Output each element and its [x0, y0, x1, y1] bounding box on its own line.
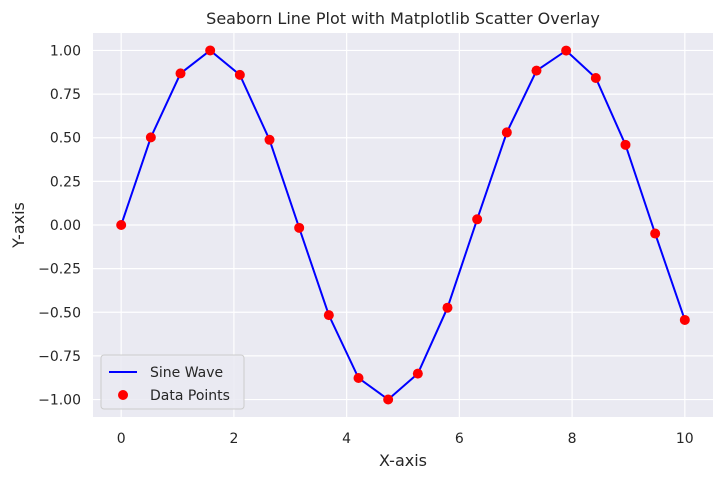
x-tick-label: 2 — [229, 431, 238, 447]
x-tick-label: 0 — [117, 431, 126, 447]
legend-sine-wave-label: Sine Wave — [150, 365, 223, 381]
y-axis-title: Y-axis — [9, 202, 28, 249]
data-point — [590, 72, 601, 83]
data-point — [323, 310, 334, 321]
data-point — [501, 127, 512, 138]
data-point — [472, 214, 483, 225]
y-tick-label: 0.00 — [50, 218, 81, 234]
y-tick-label: −1.00 — [38, 393, 81, 409]
data-point — [234, 69, 245, 80]
legend-data-points-label: Data Points — [150, 388, 230, 404]
data-point — [353, 373, 364, 384]
y-tick-label: −0.75 — [38, 349, 81, 365]
x-axis-title: X-axis — [379, 451, 427, 470]
x-tick-label: 8 — [568, 431, 577, 447]
data-point — [412, 368, 423, 379]
x-axis-ticks: 0 2 4 6 8 10 — [117, 431, 694, 447]
y-tick-label: 0.50 — [50, 131, 81, 147]
y-tick-label: 1.00 — [50, 43, 81, 59]
data-point — [294, 222, 305, 233]
y-tick-label: 0.25 — [50, 174, 81, 190]
x-tick-label: 10 — [676, 431, 694, 447]
data-point — [679, 314, 690, 325]
sine-wave-line — [120, 49, 686, 401]
data-point — [442, 302, 453, 313]
chart-title: Seaborn Line Plot with Matplotlib Scatte… — [206, 9, 600, 28]
data-point — [383, 394, 394, 405]
data-point — [205, 45, 216, 56]
data-point — [531, 65, 542, 76]
data-point — [561, 45, 572, 56]
y-tick-label: 0.75 — [50, 87, 81, 103]
x-tick-label: 4 — [342, 431, 351, 447]
data-point — [116, 220, 127, 230]
data-point — [650, 228, 661, 239]
legend-box — [100, 354, 245, 410]
data-point — [145, 132, 156, 143]
data-points — [116, 45, 690, 405]
data-point — [175, 68, 186, 79]
legend-data-points-swatch — [118, 390, 128, 400]
y-tick-label: −0.50 — [38, 305, 81, 321]
x-tick-label: 6 — [455, 431, 464, 447]
data-point — [264, 134, 275, 145]
data-point — [620, 139, 631, 150]
grid-lines — [93, 33, 713, 417]
y-axis-ticks: 1.00 0.75 0.50 0.25 0.00 −0.25 −0.50 −0.75 −1.00 — [38, 43, 81, 408]
y-tick-label: −0.25 — [38, 262, 81, 278]
legend: Sine Wave Data Points — [100, 354, 245, 410]
